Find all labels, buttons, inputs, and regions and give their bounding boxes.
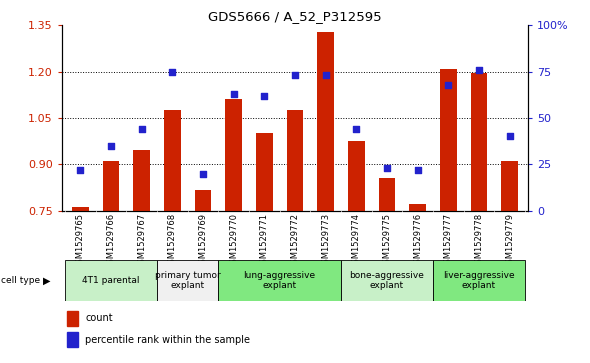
Text: 4T1 parental: 4T1 parental (82, 276, 140, 285)
Bar (65, 260, 157, 301)
Text: GSM1529765: GSM1529765 (76, 213, 85, 269)
Point (168, 69, 177, 75)
Text: GSM1529771: GSM1529771 (260, 213, 269, 269)
Point (444, 82, 453, 87)
Text: count: count (85, 313, 113, 323)
Point (352, 126, 361, 132)
Point (260, 93, 269, 99)
Text: GSM1529777: GSM1529777 (444, 213, 453, 269)
Bar (502, 161, 518, 363)
Text: GSM1529770: GSM1529770 (229, 213, 238, 269)
Text: GSM1529776: GSM1529776 (413, 213, 422, 269)
Text: bone-aggressive
explant: bone-aggressive explant (349, 271, 424, 290)
Bar (157, 260, 218, 301)
Text: GSM1529766: GSM1529766 (107, 213, 116, 269)
Point (229, 91, 238, 97)
Text: primary tumor
explant: primary tumor explant (155, 271, 221, 290)
Point (474, 67, 484, 73)
Bar (287, 110, 303, 363)
Text: liver-aggressive
explant: liver-aggressive explant (443, 271, 515, 290)
Bar (133, 150, 150, 363)
Bar (67, 311, 78, 326)
Bar (256, 134, 273, 363)
Text: GSM1529774: GSM1529774 (352, 213, 361, 269)
Bar (409, 204, 426, 363)
Bar (379, 178, 395, 363)
Text: GSM1529773: GSM1529773 (321, 213, 330, 269)
Bar (348, 141, 365, 363)
Point (198, 171, 208, 176)
Text: GSM1529768: GSM1529768 (168, 213, 177, 269)
Bar (164, 110, 181, 363)
Bar (440, 69, 457, 363)
Bar (317, 32, 334, 363)
Point (321, 73, 330, 78)
Text: cell type: cell type (1, 276, 40, 285)
Title: GDS5666 / A_52_P312595: GDS5666 / A_52_P312595 (208, 10, 382, 23)
Bar (67, 332, 78, 347)
Text: GSM1529772: GSM1529772 (290, 213, 300, 269)
Point (106, 143, 116, 149)
Bar (72, 207, 88, 363)
Point (76, 167, 85, 173)
Point (505, 134, 514, 139)
Bar (341, 260, 433, 301)
Bar (433, 260, 525, 301)
Text: percentile rank within the sample: percentile rank within the sample (85, 335, 250, 345)
Point (382, 165, 392, 171)
Text: GSM1529769: GSM1529769 (198, 213, 208, 269)
Point (290, 73, 300, 78)
Bar (218, 260, 341, 301)
Text: GSM1529775: GSM1529775 (382, 213, 392, 269)
Text: ▶: ▶ (42, 276, 50, 285)
Text: GSM1529779: GSM1529779 (505, 213, 514, 269)
Point (413, 167, 422, 173)
Point (137, 126, 146, 132)
Text: lung-aggressive
explant: lung-aggressive explant (244, 271, 316, 290)
Bar (471, 73, 487, 363)
Bar (225, 99, 242, 363)
Bar (195, 191, 211, 363)
Text: GSM1529767: GSM1529767 (137, 213, 146, 269)
Text: GSM1529778: GSM1529778 (474, 213, 483, 269)
Bar (103, 161, 119, 363)
